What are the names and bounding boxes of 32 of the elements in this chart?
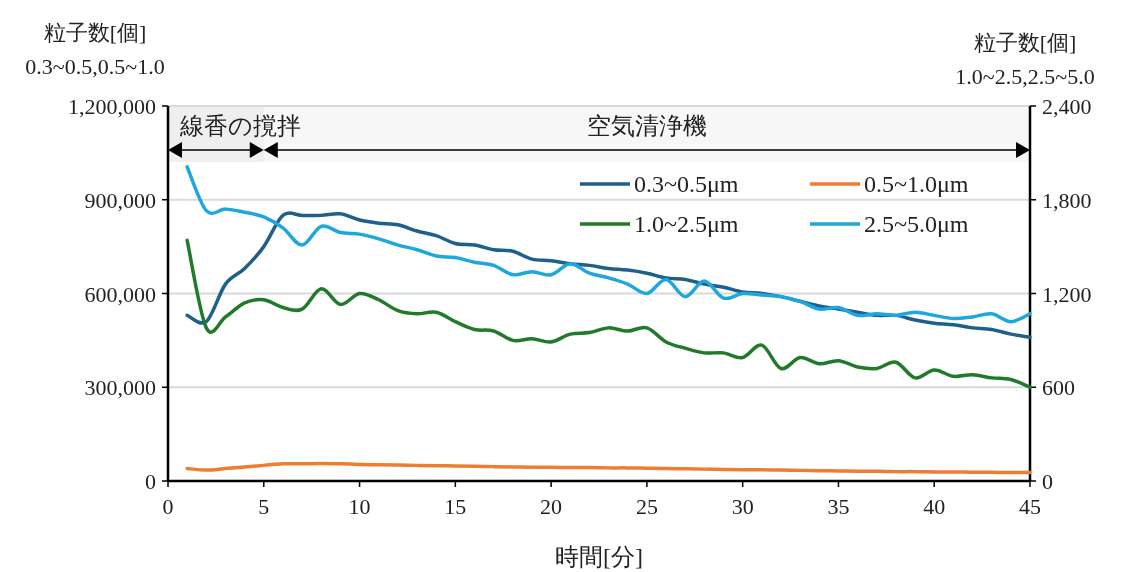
y-tick-label: 0	[145, 469, 156, 494]
x-tick-label: 0	[162, 494, 174, 519]
line-series	[185, 238, 1032, 389]
x-tick-label: 5	[258, 494, 270, 519]
y-tick-label: 1,200,000	[68, 94, 156, 119]
y2-tick-label: 1,200	[1042, 281, 1092, 307]
y2-tick-label: 600	[1042, 375, 1075, 401]
x-tick-label: 10	[348, 494, 371, 519]
y-axis-title: 粒子数[個] 0.3~0.5,0.5~1.0	[25, 20, 165, 79]
y-tick-label: 600,000	[84, 281, 156, 307]
x-axis-title: 時間[分]	[555, 544, 643, 570]
x-tick-label: 40	[923, 494, 946, 519]
legend-label: 2.5~5.0μm	[864, 211, 969, 237]
y2-tick-label: 2,400	[1042, 94, 1092, 119]
legend-label: 1.0~2.5μm	[634, 211, 739, 237]
y-tick-label: 900,000	[84, 187, 156, 213]
x-tick-label: 30	[731, 494, 754, 519]
x-tick-label: 35	[827, 494, 850, 519]
band-label: 線香の撹拌	[179, 113, 301, 139]
legend-label: 0.5~1.0μm	[864, 171, 969, 197]
x-tick-label: 15	[444, 494, 467, 519]
y-tick-label: 300,000	[84, 375, 156, 401]
line-series	[185, 165, 1032, 324]
y2-axis-title: 粒子数[個] 1.0~2.5,2.5~5.0	[955, 30, 1095, 89]
x-tick-label: 25	[635, 494, 658, 519]
y2-tick-label: 0	[1042, 469, 1053, 494]
band-label: 空気清浄機	[586, 113, 707, 139]
line-series	[185, 461, 1032, 475]
x-tick-label: 45	[1019, 494, 1041, 519]
x-tick-label: 20	[540, 494, 563, 519]
legend-label: 0.3~0.5μm	[634, 171, 739, 197]
y2-tick-label: 1,800	[1042, 187, 1092, 213]
